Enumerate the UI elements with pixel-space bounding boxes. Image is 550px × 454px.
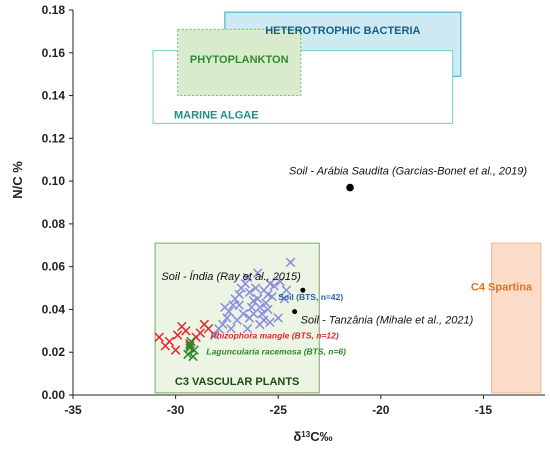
x-tick-label: -30 — [167, 403, 185, 417]
data-point — [164, 336, 175, 347]
data-point — [273, 313, 283, 323]
reference-label: Soil - Índia (Ray et al., 2015) — [161, 270, 301, 283]
region-label-heterotrophic-bacteria: HETEROTROPHIC BACTERIA — [265, 25, 420, 37]
reference-point — [292, 309, 298, 315]
series-label-rhizophora-mangle-bts-n-12: Rhizophora mangle (BTS, n=12) — [210, 330, 338, 340]
data-point — [279, 294, 290, 304]
data-point — [218, 319, 228, 330]
region-label-phytoplankton: PHYTOPLANKTON — [190, 54, 289, 66]
data-point — [275, 276, 286, 287]
data-point — [263, 304, 273, 315]
y-axis-title: N/C % — [10, 161, 25, 199]
x-tick-label: -35 — [64, 403, 82, 417]
y-tick-label: 0.10 — [42, 174, 66, 188]
data-point — [222, 313, 232, 323]
y-tick-label: 0.02 — [42, 345, 66, 359]
y-tick-label: 0.00 — [42, 388, 66, 402]
reference-point — [346, 183, 354, 192]
data-point — [181, 326, 191, 336]
data-point — [246, 302, 257, 313]
data-point — [203, 323, 214, 334]
data-point — [234, 300, 244, 310]
region-label-marine-algae: MARINE ALGAE — [174, 110, 259, 122]
points-layer — [154, 183, 354, 362]
data-point — [183, 349, 193, 360]
data-point — [170, 345, 181, 355]
y-tick-label: 0.14 — [42, 89, 66, 103]
x-tick-label: -25 — [270, 403, 288, 417]
data-point — [255, 319, 265, 330]
region-phytoplankton — [177, 28, 302, 97]
series-label-soil-bts-n-42: Soil (BTS, n=42) — [278, 292, 343, 302]
reference-point — [300, 287, 306, 293]
y-tick-label: 0.12 — [42, 131, 66, 145]
y-tick-label: 0.08 — [42, 217, 66, 231]
y-tick-label: 0.04 — [42, 302, 66, 316]
data-point — [172, 330, 183, 340]
data-point — [265, 317, 275, 328]
data-point — [244, 287, 255, 298]
data-point — [242, 323, 253, 334]
data-point — [252, 268, 263, 278]
data-point — [248, 308, 259, 319]
region-label-c4-spartina: C4 Spartina — [471, 282, 533, 294]
data-point — [232, 315, 242, 325]
axes-layer: 0.00 0.02 0.04 0.06 0.08 0.10 0.12 0.14 0.16 0.18… — [42, 3, 545, 417]
data-point — [267, 291, 277, 302]
data-point — [195, 328, 205, 338]
data-point — [269, 281, 279, 291]
data-point — [154, 332, 164, 342]
reference-label: Soil - Arábia Saudita (Garcias-Bonet et … — [289, 166, 527, 178]
data-point — [220, 302, 230, 313]
region-c4-spartina — [491, 242, 542, 394]
x-tick-label: -15 — [475, 403, 493, 417]
data-point — [185, 341, 195, 351]
y-tick-label: 0.16 — [42, 46, 66, 60]
regions-layer — [152, 11, 542, 394]
y-tick-label: 0.06 — [42, 260, 66, 274]
x-axis-title: δ13C‰ — [293, 429, 332, 444]
x-tick-label: -20 — [372, 403, 390, 417]
data-point — [281, 285, 292, 295]
series-laguncularia-racemosa-bts-n-6 — [183, 336, 199, 362]
data-point — [240, 279, 251, 289]
data-point — [252, 294, 263, 304]
data-point — [285, 257, 296, 268]
labels-layer: HETEROTROPHIC BACTERIA MARINE ALGAE PHYTOP… — [161, 25, 532, 388]
data-point — [226, 323, 236, 334]
reference-label: Soil - Tanzânia (Mihale et al., 2021) — [301, 315, 474, 327]
data-point — [257, 308, 267, 319]
y-tick-label: 0.18 — [42, 3, 66, 17]
region-c3-vascular-plants — [154, 242, 320, 394]
series-soil-bts-n-42 — [209, 257, 296, 340]
data-point — [250, 283, 261, 293]
data-point — [259, 285, 269, 295]
data-point — [234, 289, 244, 300]
region-label-c3-vascular-plants: C3 VASCULAR PLANTS — [175, 376, 299, 388]
data-point — [242, 272, 253, 283]
series-label-laguncularia-racemosa-bts-n-6: Laguncularia racemosa (BTS, n=6) — [206, 346, 346, 356]
